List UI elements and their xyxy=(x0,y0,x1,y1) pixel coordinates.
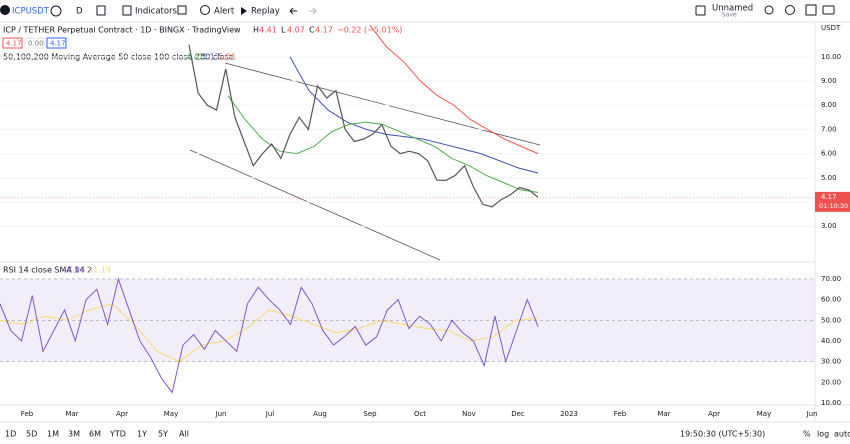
rsi-tick-label: 70.00 xyxy=(821,275,841,283)
rsi-tick-label: 20.00 xyxy=(821,378,841,386)
search[interactable] xyxy=(764,5,774,15)
price-tick-label: 3.00 xyxy=(821,222,837,230)
ohlc-label: C xyxy=(309,26,315,35)
ma50-line xyxy=(227,95,539,193)
symbol[interactable]: ICPUSDT xyxy=(12,7,50,17)
rsi-line xyxy=(0,277,539,394)
interval[interactable]: D xyxy=(76,7,83,17)
time-label: Jun xyxy=(806,410,818,418)
ma200-line xyxy=(369,25,539,155)
price-tick-label: 6.00 xyxy=(821,150,837,158)
time-label: Mar xyxy=(65,410,78,418)
range-button[interactable]: 5D xyxy=(26,430,37,439)
trendline-lower xyxy=(189,149,441,261)
ohlc-value: 4.41 xyxy=(259,26,277,35)
layout-icon xyxy=(695,5,706,16)
time-label: Dec xyxy=(511,410,525,418)
replay[interactable]: Replay xyxy=(251,7,280,17)
time-label: Jul xyxy=(265,410,275,418)
legend-box xyxy=(2,37,23,49)
time-label: Sep xyxy=(363,410,377,418)
legend-box-value: 0.00 xyxy=(28,40,44,48)
rsi-tick-label: 60.00 xyxy=(821,296,841,304)
price-tick-label: 8.00 xyxy=(821,101,837,109)
last-price-tag xyxy=(815,191,850,212)
range-button[interactable]: 1M xyxy=(47,430,59,439)
chart-type[interactable] xyxy=(96,5,106,16)
legend-box-value: 4.17 xyxy=(50,40,66,48)
time-label: Aug xyxy=(313,410,327,418)
ohlc-value: 4.07 xyxy=(287,26,305,35)
range-button[interactable]: 1Y xyxy=(137,430,147,439)
rsi-tick-label: 30.00 xyxy=(821,358,841,366)
range-button[interactable]: 3M xyxy=(68,430,80,439)
indicators[interactable]: Indicators xyxy=(135,7,178,17)
alert[interactable]: Alert xyxy=(214,7,235,17)
time-label: Nov xyxy=(462,410,476,418)
rsi-sma-line xyxy=(0,303,539,363)
rsi-tick-label: 40.00 xyxy=(821,337,841,345)
rsi-tick-label: 10.00 xyxy=(821,399,841,407)
ohlc-value: 4.17 xyxy=(315,26,333,35)
time-label: Feb xyxy=(21,410,34,418)
range-button[interactable]: YTD xyxy=(109,430,126,439)
scale-option[interactable]: auto xyxy=(834,430,850,439)
range-button[interactable]: All xyxy=(179,430,189,439)
range-button[interactable]: 6M xyxy=(89,430,101,439)
alert-icon xyxy=(200,5,210,15)
price-line xyxy=(188,44,539,208)
add-symbol[interactable] xyxy=(50,5,62,17)
time-label: May xyxy=(757,410,771,418)
rsi-sma-value: 51.19 xyxy=(88,266,111,275)
snapshot[interactable] xyxy=(822,5,835,15)
redo[interactable] xyxy=(309,7,317,15)
rsi-title: RSI 14 close SMA 14 2 xyxy=(3,266,92,275)
countdown: 01:10:30 xyxy=(819,202,848,210)
price-tick-label: 5.00 xyxy=(821,174,837,182)
currency: USDT xyxy=(821,24,841,32)
time-label: Apr xyxy=(708,410,720,418)
legend-box xyxy=(24,37,45,49)
ohlc-change: −0.22 (−5.01%) xyxy=(337,26,402,35)
symbol-icon xyxy=(0,5,10,15)
range-button[interactable]: 1D xyxy=(5,430,16,439)
price-tick-label: 10.00 xyxy=(821,53,841,61)
price-tick-label: 9.00 xyxy=(821,77,837,85)
rsi-tick-label: 50.00 xyxy=(821,316,841,324)
trendline-upper xyxy=(224,62,541,146)
legend-box xyxy=(46,37,67,49)
time-label: May xyxy=(164,410,178,418)
price-tick-label: 7.00 xyxy=(821,125,837,133)
last-price-label: 4.17 xyxy=(821,193,837,201)
clock: 19:50:30 (UTC+5:30) xyxy=(680,430,765,439)
indicators-icon xyxy=(122,5,132,16)
scale-option[interactable]: % xyxy=(803,430,811,439)
undo[interactable] xyxy=(289,7,297,15)
legend-box-value: 4.17 xyxy=(6,40,22,48)
time-label: Feb xyxy=(614,410,627,418)
ohlc-label: H xyxy=(253,26,259,35)
templates[interactable] xyxy=(177,5,187,15)
layout-name[interactable]: Unnamed xyxy=(712,4,753,14)
save[interactable]: Save xyxy=(722,12,737,19)
time-label: Jun xyxy=(215,410,227,418)
fullscreen[interactable] xyxy=(805,4,817,16)
rsi-value: 47.04 xyxy=(62,266,85,275)
scale-option[interactable]: log xyxy=(817,430,829,439)
replay-icon xyxy=(241,7,247,15)
time-label: 2023 xyxy=(560,410,578,418)
toolbar xyxy=(0,0,850,22)
legend-title: ICP / TETHER Perpetual Contract · 1D · B… xyxy=(3,26,241,35)
time-label: Mar xyxy=(657,410,670,418)
range-button[interactable]: 5Y xyxy=(158,430,168,439)
time-label: Apr xyxy=(116,410,128,418)
time-label: Oct xyxy=(414,410,426,418)
ohlc-label: L xyxy=(281,26,286,35)
settings[interactable] xyxy=(785,5,795,15)
